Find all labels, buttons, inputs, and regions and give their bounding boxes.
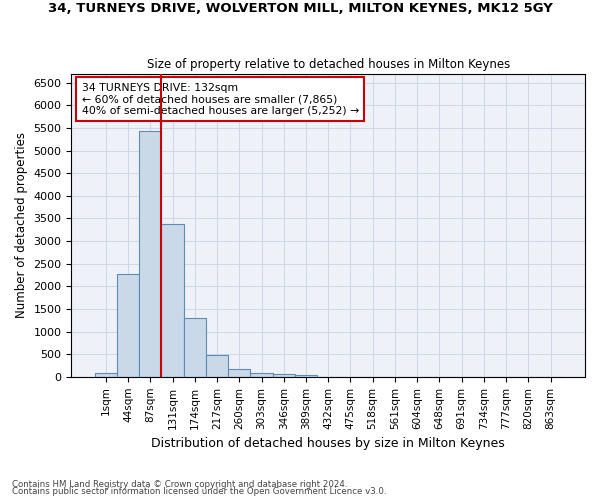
Bar — [250, 373, 272, 377]
Bar — [228, 370, 250, 377]
Bar — [95, 374, 117, 377]
Bar — [295, 375, 317, 377]
Text: Contains HM Land Registry data © Crown copyright and database right 2024.: Contains HM Land Registry data © Crown c… — [12, 480, 347, 489]
Bar — [117, 274, 139, 377]
Bar — [272, 374, 295, 377]
Text: 34, TURNEYS DRIVE, WOLVERTON MILL, MILTON KEYNES, MK12 5GY: 34, TURNEYS DRIVE, WOLVERTON MILL, MILTO… — [47, 2, 553, 16]
Title: Size of property relative to detached houses in Milton Keynes: Size of property relative to detached ho… — [146, 58, 510, 71]
Y-axis label: Number of detached properties: Number of detached properties — [15, 132, 28, 318]
Text: 34 TURNEYS DRIVE: 132sqm
← 60% of detached houses are smaller (7,865)
40% of sem: 34 TURNEYS DRIVE: 132sqm ← 60% of detach… — [82, 82, 359, 116]
Bar — [206, 355, 228, 377]
X-axis label: Distribution of detached houses by size in Milton Keynes: Distribution of detached houses by size … — [151, 437, 505, 450]
Bar — [161, 224, 184, 377]
Bar — [139, 131, 161, 377]
Text: Contains public sector information licensed under the Open Government Licence v3: Contains public sector information licen… — [12, 487, 386, 496]
Bar — [184, 318, 206, 377]
